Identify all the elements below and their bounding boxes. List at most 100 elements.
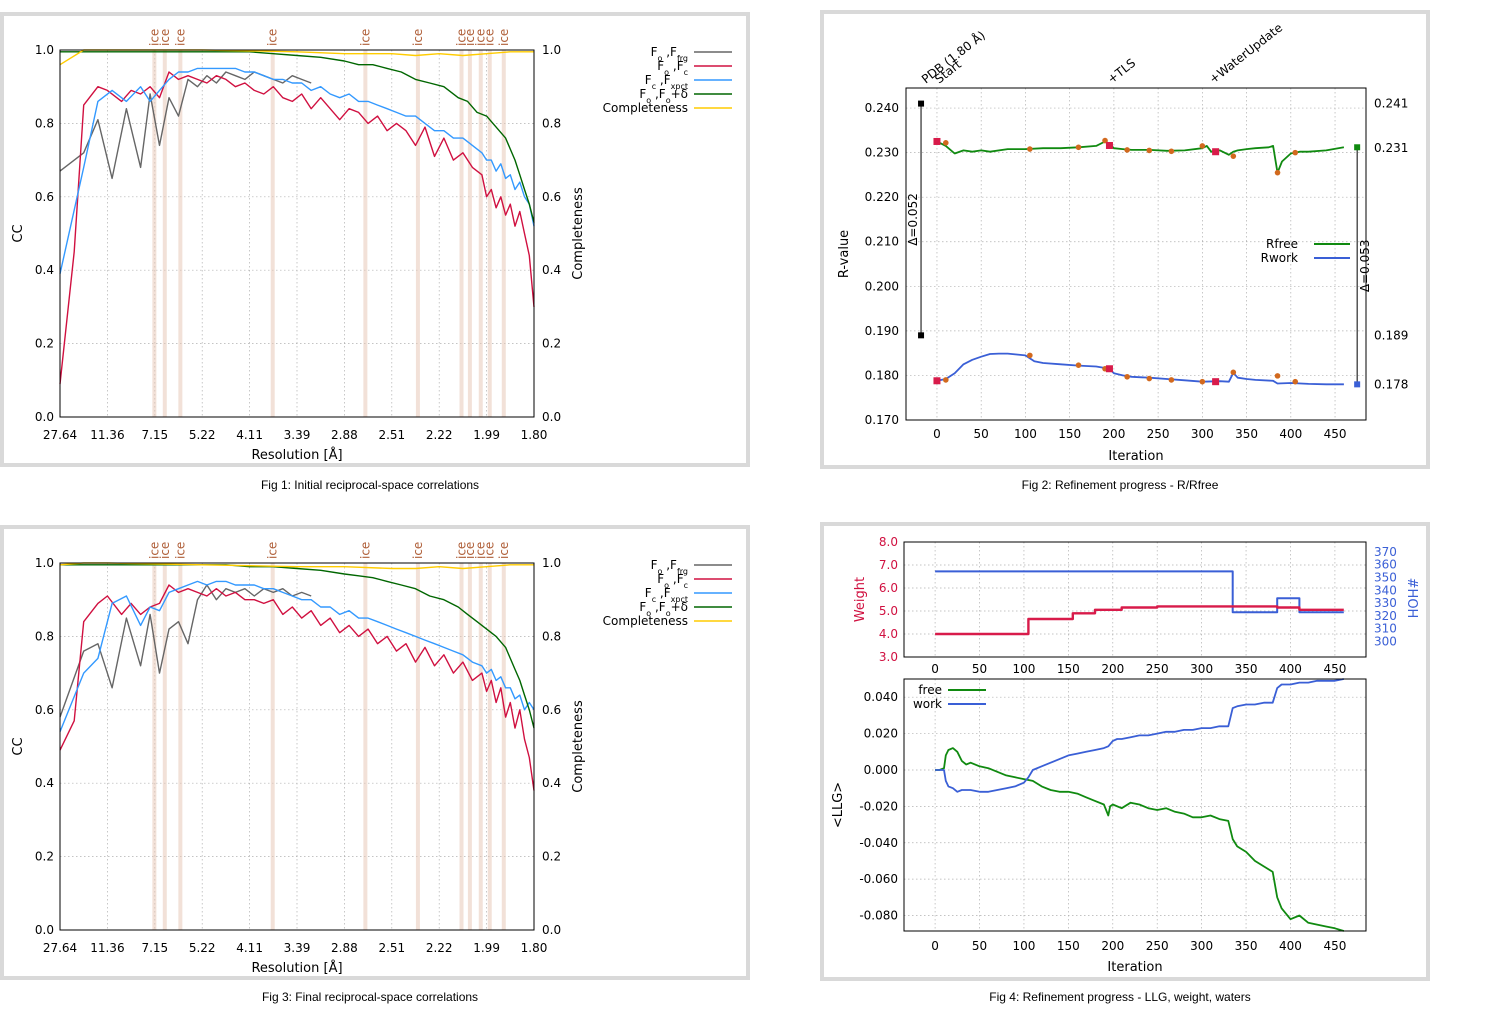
x-tick-label: 5.22	[189, 428, 216, 442]
y-tick-label: 0.2	[35, 337, 54, 351]
series-line	[59, 71, 535, 385]
step-marker	[1292, 149, 1299, 156]
ice-ring-label: ice	[483, 542, 497, 559]
pdb-point	[918, 332, 925, 339]
delta-label-left: Δ=0.052	[906, 193, 920, 246]
ice-ring-band	[415, 50, 420, 417]
figure-panel-4: 0 50 100 150 200 250 300 350 400 450 3.0 4.0 5.0 6.0 7…	[820, 522, 1430, 981]
ice-ring-label: ice	[147, 29, 161, 46]
x-tick-label: 2.88	[331, 941, 358, 955]
x-tick-label: 150	[1057, 939, 1080, 953]
ice-ring-label: ice	[411, 29, 425, 46]
x-tick-label: 27.64	[43, 941, 77, 955]
x-tick-label: 100	[1012, 939, 1035, 953]
x-tick-label: 0	[931, 939, 939, 953]
y-tick-label: 0.4	[35, 776, 54, 790]
step-marker	[1146, 147, 1153, 154]
y-tick-label: -0.060	[859, 872, 898, 886]
waters-tick-label: 330	[1374, 596, 1397, 610]
x-tick-label: 5.22	[189, 941, 216, 955]
step-marker	[1075, 362, 1082, 368]
series-line	[936, 140, 1345, 174]
weight-tick-label: 3.0	[879, 650, 898, 664]
legend-label: work	[913, 697, 942, 711]
y-tick-label: 0.200	[865, 279, 899, 293]
step-marker	[1274, 373, 1281, 379]
legend-label: Fo ,Fc	[657, 59, 688, 77]
legend-label: Completeness	[603, 614, 688, 628]
x-tick-label: 2.51	[378, 941, 405, 955]
legend-label: Fo ,Fo+δ	[639, 600, 688, 618]
x-tick-label: 2.51	[378, 428, 405, 442]
x-tick-label: 1.80	[521, 428, 548, 442]
waters-tick-label: 370	[1374, 545, 1397, 559]
step-marker	[1230, 153, 1237, 159]
x-axis-label: Resolution [Å]	[251, 960, 342, 976]
x-tick-label: 50	[972, 662, 987, 676]
ice-ring-band	[467, 50, 472, 417]
plot-frame	[59, 49, 535, 418]
stage-label: +WaterUpdate	[1206, 21, 1285, 87]
ice-ring-label: ice	[358, 542, 372, 559]
y-axis-label: CC	[11, 224, 26, 242]
ice-ring-band	[363, 563, 368, 930]
ice-ring-label: ice	[497, 542, 511, 559]
pdb-point	[918, 100, 925, 107]
legend-label: Fc ,Fxpct	[645, 73, 688, 91]
y-tick-label: 1.0	[35, 43, 54, 57]
legend-label: Completeness	[603, 101, 688, 115]
legend-label: Fo ,Ffrg	[651, 45, 688, 63]
waters-axis-label: #HOH	[1404, 578, 1419, 619]
x-tick-label: 3.39	[284, 941, 311, 955]
ice-ring-band	[162, 50, 167, 417]
x-tick-label: 150	[1058, 427, 1081, 441]
y2-axis-label: Completeness	[571, 700, 586, 793]
x-tick-label: 0	[931, 662, 939, 676]
x-tick-label: 300	[1191, 427, 1214, 441]
ice-ring-band	[459, 563, 464, 930]
ice-ring-band	[501, 563, 506, 930]
ice-ring-band	[415, 563, 420, 930]
weight-tick-label: 7.0	[879, 558, 898, 572]
ice-ring-band	[501, 50, 506, 417]
waters-tick-label: 340	[1374, 583, 1397, 597]
plot-frame	[59, 562, 535, 931]
x-tick-label: 300	[1190, 939, 1213, 953]
step-marker	[943, 140, 949, 146]
step-marker	[1102, 137, 1108, 144]
y2-tick-label: 0.8	[542, 629, 561, 643]
weight-tick-label: 4.0	[879, 627, 898, 641]
x-tick-label: 250	[1147, 427, 1170, 441]
series-line	[59, 584, 535, 791]
ice-ring-label: ice	[173, 29, 187, 46]
y2-tick-label: 0.2	[542, 850, 561, 864]
y-tick-label: 0.8	[35, 629, 54, 643]
x-tick-label: 11.36	[90, 941, 124, 955]
waters-tick-label: 310	[1374, 622, 1397, 636]
y-tick-label: 0.4	[35, 263, 54, 277]
step-marker	[1168, 377, 1175, 383]
x-tick-label: 11.36	[90, 428, 124, 442]
weight-axis-label: Weight	[853, 577, 868, 622]
y-axis-label: <LLG>	[831, 782, 846, 828]
step-marker	[1146, 375, 1153, 382]
figure-panel-2: 0 50 100 150 200 250 300 350 400 450 0.170 0.180 0.1…	[820, 10, 1430, 469]
y-tick-label: 0.040	[864, 690, 898, 704]
y2-tick-label: 0.6	[542, 703, 561, 717]
fig1-caption: Fig 1: Initial reciprocal-space correlat…	[260, 478, 480, 492]
series-line	[59, 584, 312, 718]
x-tick-label: 0	[933, 427, 941, 441]
x-tick-label: 250	[1146, 939, 1169, 953]
series-line	[59, 67, 535, 275]
step-marker	[1168, 148, 1175, 155]
y-tick-label: 0.6	[35, 190, 54, 204]
fig1-chart: 27.64 11.36 7.15 5.22 4.11 3.39 2.88 2.51 2.22 1.…	[11, 29, 732, 463]
y-axis-label: CC	[11, 737, 26, 755]
y2-tick-label: 0.0	[542, 410, 561, 424]
x-tick-label: 50	[972, 939, 987, 953]
stage-marker	[1105, 141, 1113, 149]
x-tick-label: 1.99	[473, 428, 500, 442]
waters-tick-label: 320	[1374, 609, 1397, 623]
legend-label: Fo ,Ffrg	[651, 558, 688, 576]
x-tick-label: 200	[1101, 662, 1124, 676]
